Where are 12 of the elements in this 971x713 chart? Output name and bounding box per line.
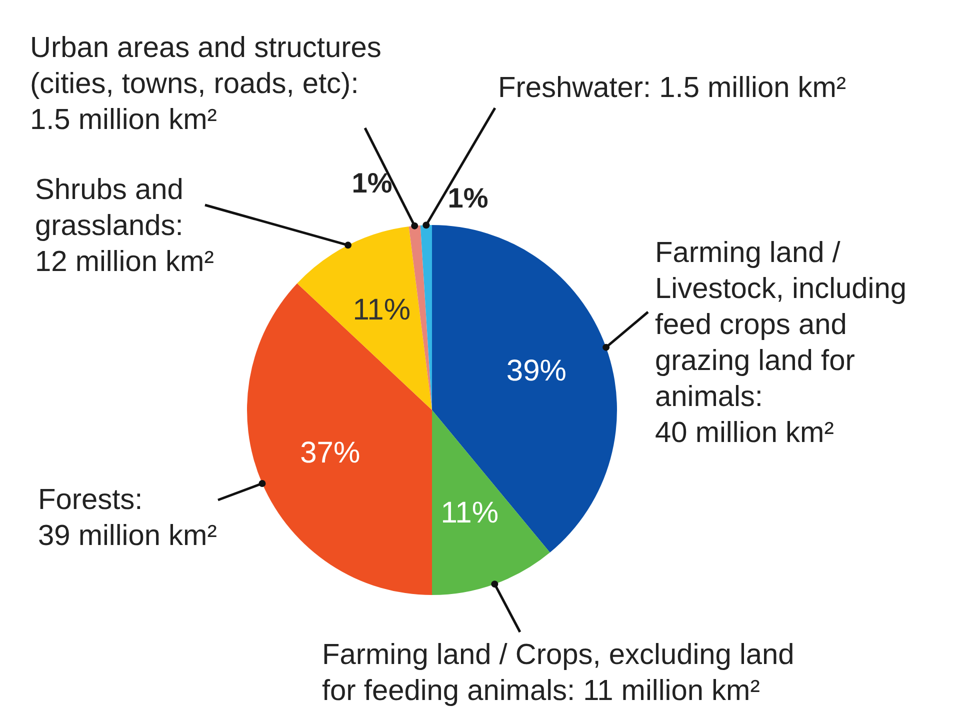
slice-label: Shrubs and grasslands: 12 million km² bbox=[35, 173, 215, 280]
data-label: 1% bbox=[448, 182, 488, 214]
slice-label: Farming land / Crops, excluding land for feeding animals: 11 million km² bbox=[322, 638, 796, 709]
slice-label: Urban areas and structures (cities, towns, roads, etc): 1.5 million km² bbox=[30, 31, 382, 138]
slice-label: Farming land / Livestock, including feed crops and grazing land for animals: 40 million km² bbox=[655, 236, 908, 451]
data-label: 11% bbox=[352, 293, 411, 326]
data-label: 39% bbox=[506, 354, 566, 388]
slice-label: Freshwater: 1.5 million km² bbox=[498, 71, 848, 106]
data-label: 1% bbox=[352, 168, 392, 199]
data-label: 11% bbox=[440, 496, 499, 530]
slice-label: Forests: 39 million km² bbox=[38, 483, 218, 554]
data-label: 37% bbox=[300, 436, 360, 470]
